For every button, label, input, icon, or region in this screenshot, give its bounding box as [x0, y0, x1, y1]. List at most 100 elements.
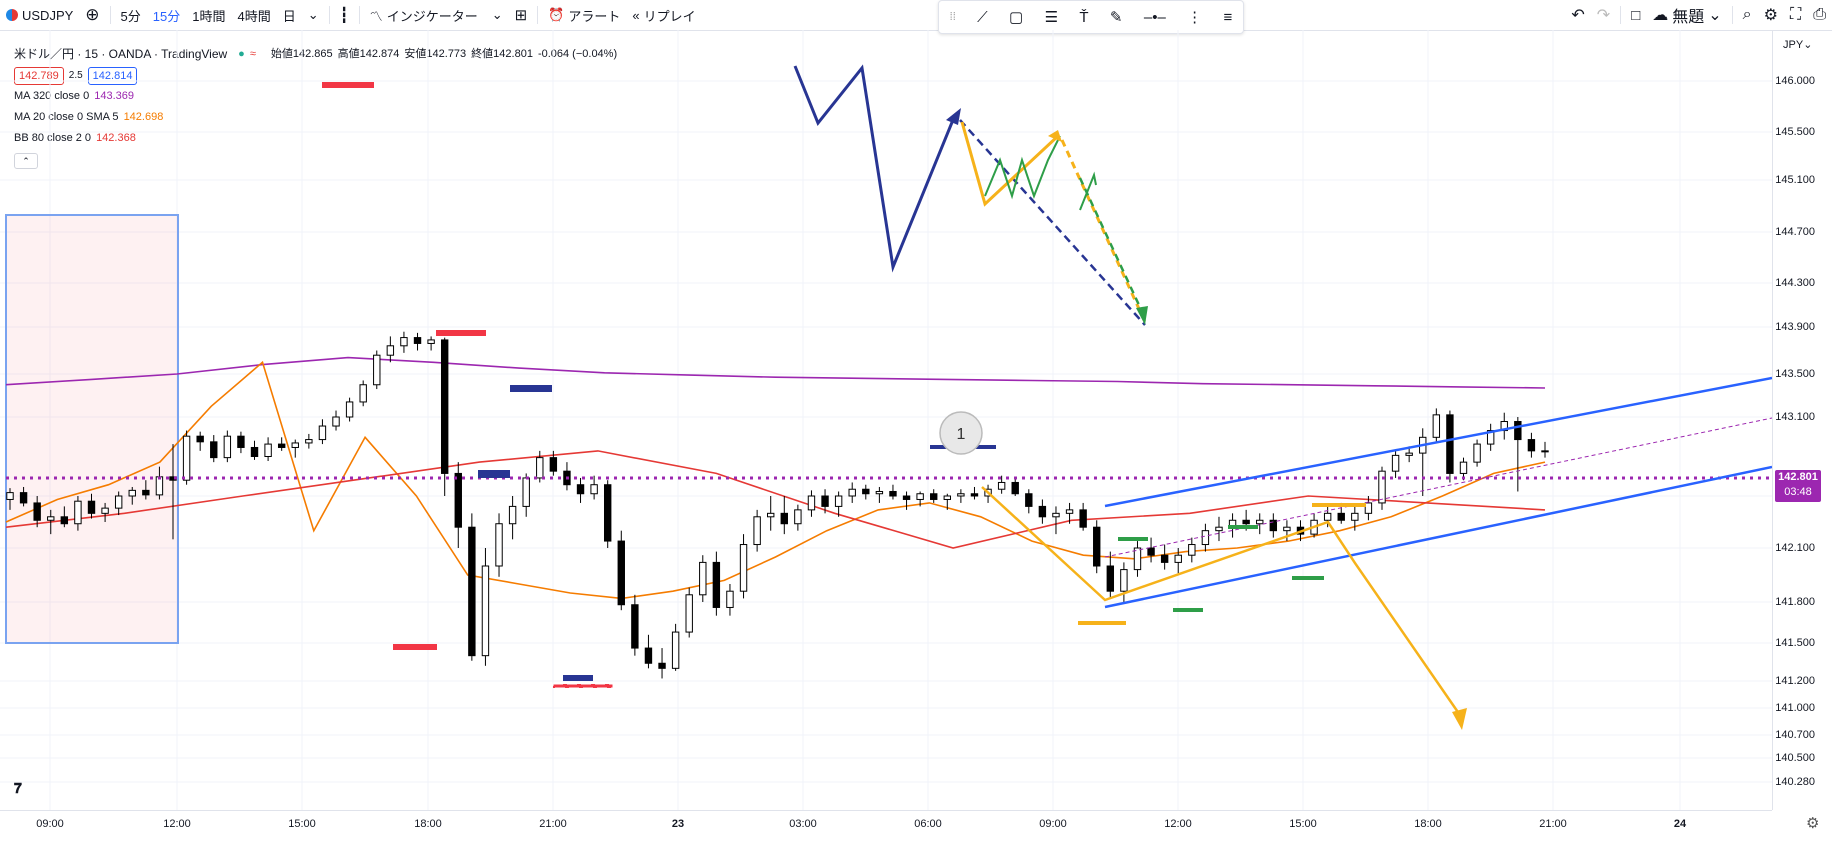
alert-button[interactable]: ⏰ アラート: [542, 0, 626, 30]
layout-name-label: 無題: [1672, 9, 1705, 26]
price-tick-label: 146.000: [1775, 75, 1815, 87]
price-chart[interactable]: 1: [0, 30, 1772, 810]
layout-square-icon[interactable]: □: [1631, 6, 1641, 24]
ma20-row[interactable]: MA 20 close 0 SMA 5 142.698: [14, 107, 617, 128]
candle: [671, 623, 680, 671]
candle: [997, 475, 1006, 494]
candle-body: [1527, 439, 1536, 452]
ma320-row[interactable]: MA 320 close 0 143.369: [14, 86, 617, 107]
compare-add-icon[interactable]: ⊕: [85, 5, 100, 24]
search-icon[interactable]: ⌕: [1742, 6, 1752, 23]
candle-body: [413, 337, 422, 344]
time-tick-label: 24: [1673, 818, 1687, 830]
brush-tool-icon[interactable]: ✎: [1109, 9, 1123, 26]
sell-price-box[interactable]: 142.789: [14, 66, 64, 85]
interval-1h-button[interactable]: 1時間: [192, 8, 226, 24]
candle: [1486, 423, 1495, 451]
current-price-label: 142.801 03:48: [1775, 470, 1821, 502]
candle: [767, 496, 775, 531]
undo-icon[interactable]: ↶: [1571, 7, 1585, 24]
candle-body: [536, 457, 544, 479]
interval-1d-button[interactable]: 日: [282, 8, 296, 24]
candle: [889, 484, 897, 500]
navy-dashed-arrow: [959, 119, 1146, 326]
candle-body: [522, 477, 530, 507]
candle: [359, 380, 367, 407]
candle-body: [114, 495, 123, 509]
separator: [1731, 6, 1733, 24]
candle: [373, 350, 381, 390]
separator: [109, 6, 111, 24]
candle: [1446, 410, 1454, 483]
ma320-value: 143.369: [94, 90, 134, 102]
layout-name-button[interactable]: ☁ 無題 ⌄: [1646, 0, 1727, 30]
channel-upper-line: [1104, 376, 1772, 508]
candle-body: [834, 495, 843, 507]
candle-body: [182, 435, 191, 481]
candle-body: [1106, 565, 1115, 592]
templates-grid-icon[interactable]: ⊞: [514, 7, 528, 24]
fib-retracement-tool-icon[interactable]: ☰: [1044, 9, 1059, 26]
axis-settings-gear-icon[interactable]: ⚙: [1806, 815, 1820, 832]
candle: [807, 490, 816, 517]
legend-open: 142.865: [292, 48, 333, 60]
candle-body: [1283, 526, 1291, 532]
indicator-series-line: [5, 450, 1546, 549]
candle: [182, 430, 191, 485]
channel-lower-line: [1104, 465, 1772, 609]
price-range-tool-icon[interactable]: ⋮: [1187, 9, 1203, 26]
indicators-button[interactable]: 〽 インジケーター ⌄: [364, 0, 509, 30]
candle: [196, 431, 204, 451]
drag-handle-icon[interactable]: ⁞⁞: [949, 11, 956, 23]
candle: [726, 584, 734, 616]
horizontal-line-tool-icon[interactable]: –•–: [1143, 8, 1166, 26]
bb-row[interactable]: BB 80 close 2 0 142.368: [14, 128, 617, 149]
yellow-dashed-arrow: [1060, 139, 1147, 323]
candle: [1432, 408, 1441, 442]
trend-line-tool-icon[interactable]: ⟋: [977, 8, 988, 26]
candle: [1391, 450, 1400, 478]
candle: [1174, 548, 1182, 574]
more-tools-icon[interactable]: ≡: [1223, 8, 1233, 26]
candle-body: [386, 345, 395, 356]
redo-icon[interactable]: ↷: [1596, 7, 1611, 24]
fullscreen-icon[interactable]: ⛶: [1789, 6, 1802, 23]
candle: [1215, 516, 1223, 542]
buy-price-box[interactable]: 142.814: [87, 66, 138, 85]
interval-dropdown-chevron-icon[interactable]: ⌄: [307, 7, 319, 22]
price-tick-label: 143.100: [1775, 411, 1815, 423]
replay-button[interactable]: « リプレイ: [626, 0, 701, 30]
candle-body: [1378, 470, 1386, 504]
legend-eye-icon[interactable]: ●: [238, 48, 245, 60]
candle: [1065, 502, 1074, 524]
candle-body: [6, 492, 14, 500]
candle-body: [699, 561, 707, 596]
text-tool-icon[interactable]: Ť: [1079, 8, 1089, 26]
interval-15m-button[interactable]: 15分: [152, 8, 181, 24]
rectangle-tool-icon[interactable]: ▢: [1009, 9, 1024, 26]
time-axis[interactable]: 09:00 12:00 15:00 18:00 21:00 23 03:00 06:00 09:…: [0, 810, 1772, 841]
legend-wave-icon[interactable]: ≈: [249, 48, 256, 60]
candle-body: [19, 492, 28, 504]
gear-icon[interactable]: ⚙: [1763, 7, 1778, 24]
time-tick-label: 15:00: [288, 818, 316, 830]
price-axis[interactable]: JPY⌄ 146.000 145.500 145.100 144.700 144.300…: [1772, 30, 1832, 810]
legend-collapse-chevron-icon[interactable]: ⌃: [14, 153, 38, 169]
symbol-search-button[interactable]: USDJPY: [0, 0, 79, 30]
candle-body: [87, 500, 96, 514]
candle: [576, 477, 585, 503]
interval-5m-button[interactable]: 5分: [120, 8, 141, 24]
candle-body: [155, 476, 164, 496]
time-tick-label: 03:00: [789, 818, 817, 830]
legend-high: 142.874: [359, 48, 400, 60]
tradingview-logo-icon[interactable]: 𝟕: [14, 780, 22, 796]
camera-icon[interactable]: ⎙: [1813, 6, 1826, 23]
candlesticks: [6, 331, 1549, 679]
candle-body: [549, 457, 558, 472]
chart-type-candle-icon[interactable]: ┇: [339, 7, 349, 24]
interval-4h-button[interactable]: 4時間: [237, 8, 271, 24]
candle-body: [1038, 505, 1047, 518]
candle: [875, 486, 884, 503]
candle-body: [142, 489, 150, 496]
candle: [386, 336, 395, 363]
